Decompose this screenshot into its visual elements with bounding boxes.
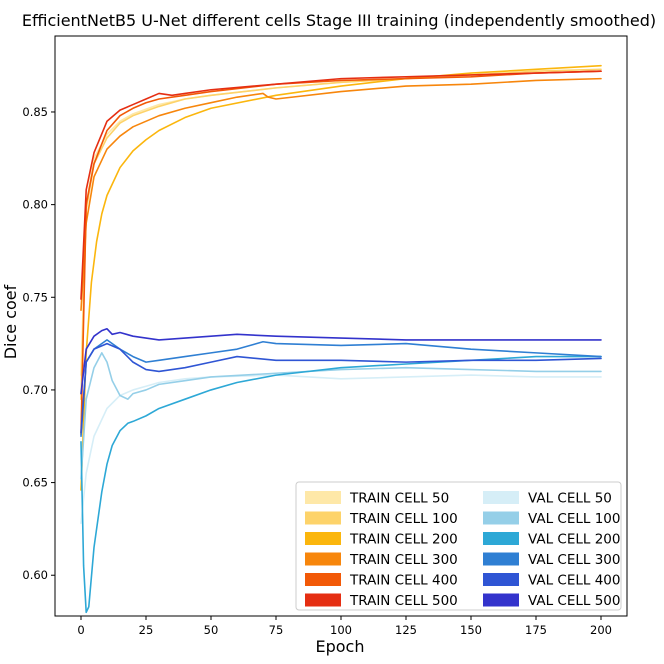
legend-swatch xyxy=(483,491,519,504)
y-axis-label: Dice coef xyxy=(1,284,20,359)
y-tick-label: 0.60 xyxy=(22,568,48,582)
series-line-train-cell-400 xyxy=(80,70,602,436)
y-axis-ticks: 0.60 0.65 0.70 0.75 0.80 0.85 xyxy=(22,105,55,582)
legend-swatch xyxy=(305,532,341,545)
legend-label: TRAIN CELL 400 xyxy=(349,573,458,589)
legend-swatch xyxy=(483,532,519,545)
y-tick-label: 0.75 xyxy=(22,290,48,304)
legend-box xyxy=(295,481,622,611)
series-line-val-cell-50 xyxy=(80,374,602,525)
legend-swatch xyxy=(483,552,519,566)
legend-label: TRAIN CELL 100 xyxy=(349,511,458,527)
legend-swatch xyxy=(305,573,341,586)
legend-label: TRAIN CELL 300 xyxy=(349,552,458,568)
series-line-val-cell-200 xyxy=(80,355,602,614)
x-tick-label: 150 xyxy=(460,623,482,637)
x-tick-label: 125 xyxy=(395,623,417,637)
legend-swatch xyxy=(305,511,341,525)
series-line-val-cell-300 xyxy=(80,339,602,438)
x-tick-label: 25 xyxy=(139,623,154,637)
legend-label: VAL CELL 100 xyxy=(528,511,620,527)
legend-swatch xyxy=(483,573,519,586)
series-line-val-cell-500 xyxy=(80,327,602,395)
y-tick-label: 0.65 xyxy=(22,476,48,490)
x-tick-label: 75 xyxy=(269,623,284,637)
y-tick-label: 0.80 xyxy=(22,198,48,212)
legend-swatch xyxy=(305,491,341,504)
legend-swatch xyxy=(483,511,519,525)
legend-label: TRAIN CELL 50 xyxy=(349,491,449,507)
series-line-train-cell-200 xyxy=(80,64,602,491)
x-tick-label: 50 xyxy=(204,623,219,637)
series-lines xyxy=(80,64,602,614)
legend-swatch xyxy=(305,552,341,566)
legend: TRAIN CELL 50 TRAIN CELL 100 TRAIN CELL 20… xyxy=(295,481,622,611)
x-axis-ticks: 0 25 50 75 100 125 150 175 200 xyxy=(77,616,612,637)
x-tick-label: 175 xyxy=(525,623,547,637)
x-tick-label: 200 xyxy=(590,623,612,637)
legend-swatch xyxy=(305,593,341,607)
chart-title: EfficientNetB5 U-Net different cells Sta… xyxy=(22,11,656,30)
legend-label: VAL CELL 400 xyxy=(528,573,620,589)
series-line-val-cell-100 xyxy=(80,352,602,480)
legend-label: TRAIN CELL 500 xyxy=(349,593,458,609)
legend-label: VAL CELL 200 xyxy=(528,532,620,548)
legend-label: VAL CELL 50 xyxy=(528,491,612,507)
x-tick-label: 100 xyxy=(330,623,352,637)
legend-label: VAL CELL 500 xyxy=(528,593,620,609)
series-line-train-cell-50 xyxy=(80,70,602,376)
y-tick-label: 0.85 xyxy=(22,105,48,119)
series-line-train-cell-500 xyxy=(80,70,602,300)
legend-label: TRAIN CELL 200 xyxy=(349,532,458,548)
x-axis-label: Epoch xyxy=(316,637,365,656)
series-line-val-cell-400 xyxy=(80,342,602,434)
y-tick-label: 0.70 xyxy=(22,383,48,397)
x-tick-label: 0 xyxy=(77,623,84,637)
series-line-train-cell-300 xyxy=(80,77,602,312)
series-line-train-cell-100 xyxy=(80,68,602,400)
legend-label: VAL CELL 300 xyxy=(528,552,620,568)
legend-swatch xyxy=(483,593,519,607)
